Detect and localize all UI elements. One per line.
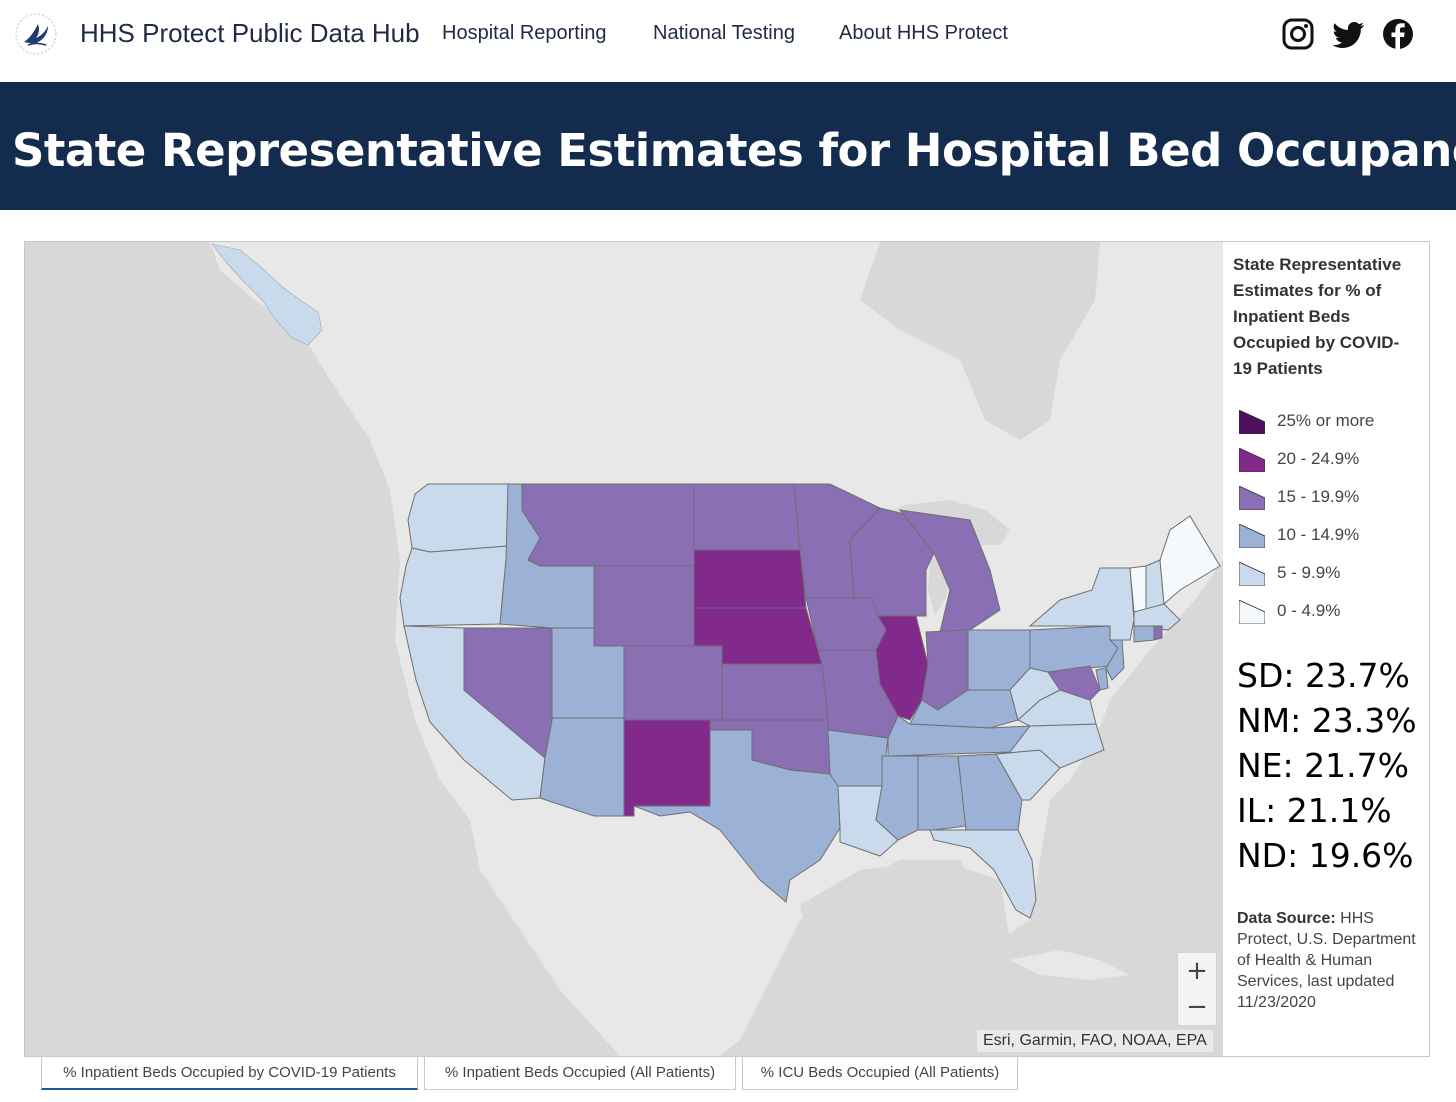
hhs-eagle-logo-icon[interactable] [14, 12, 58, 56]
legend-item: 20 - 24.9% [1239, 446, 1429, 474]
zoom-in-button[interactable]: + [1178, 953, 1216, 989]
legend-swatch [1239, 524, 1265, 548]
state-wa[interactable] [407, 483, 509, 553]
state-il[interactable] [875, 615, 929, 721]
state-de[interactable] [1095, 667, 1109, 691]
state-ct[interactable] [1133, 625, 1155, 643]
legend-item: 25% or more [1239, 408, 1429, 436]
state-tx[interactable] [633, 729, 841, 903]
state-sd[interactable] [693, 549, 807, 609]
legend-swatch [1239, 410, 1265, 434]
state-md[interactable] [1047, 665, 1101, 701]
highlight-stat: IL: 21.1% [1237, 791, 1392, 830]
state-fl[interactable] [929, 829, 1037, 919]
canada-islands [735, 352, 790, 420]
legend-label: 0 - 4.9% [1277, 601, 1341, 620]
twitter-icon[interactable] [1331, 17, 1365, 51]
state-ar[interactable] [827, 729, 889, 787]
state-ri[interactable] [1153, 625, 1163, 641]
nav-link-national-testing[interactable]: National Testing [653, 22, 795, 44]
legend-item: 15 - 19.9% [1239, 484, 1429, 512]
bc-coast [211, 243, 323, 346]
state-ma[interactable] [1133, 603, 1181, 631]
legend-item: 0 - 4.9% [1239, 598, 1429, 626]
hudson-bay [860, 242, 1100, 440]
choropleth-map[interactable] [25, 242, 1223, 1056]
state-al[interactable] [917, 755, 967, 831]
top-navigation: HHS Protect Public Data Hub Hospital Rep… [0, 0, 1456, 82]
legend-swatch [1239, 448, 1265, 472]
legend-label: 20 - 24.9% [1277, 449, 1360, 468]
legend-swatch [1239, 486, 1265, 510]
state-ia[interactable] [805, 597, 887, 651]
tab-covid-inpatient-beds[interactable]: % Inpatient Beds Occupied by COVID-19 Pa… [41, 1057, 418, 1090]
state-ks[interactable] [721, 663, 829, 721]
zoom-controls: + − [1177, 952, 1217, 1026]
nav-link-hospital-reporting[interactable]: Hospital Reporting [442, 22, 607, 44]
map-frame [24, 241, 1430, 1057]
zoom-out-button[interactable]: − [1178, 989, 1216, 1025]
highlight-stat: NE: 21.7% [1237, 746, 1409, 785]
us-states [399, 483, 1221, 919]
data-source-note: Data Source: HHS Protect, U.S. Departmen… [1237, 908, 1423, 1013]
brand-title[interactable]: HHS Protect Public Data Hub [80, 18, 420, 48]
data-source-text: HHS Protect, U.S. Department of Health &… [1237, 910, 1416, 1011]
state-wy[interactable] [593, 565, 695, 647]
highlight-stat: ND: 19.6% [1237, 836, 1414, 875]
legend-panel: State Representative Estimates for % of … [1223, 242, 1429, 1056]
state-tn[interactable] [887, 715, 1032, 757]
page-banner: State Representative Estimates for Hospi… [0, 82, 1456, 210]
map-attribution: Esri, Garmin, FAO, NOAA, EPA [977, 1030, 1213, 1052]
highlight-stat: NM: 23.3% [1237, 701, 1417, 740]
legend-item: 5 - 9.9% [1239, 560, 1429, 588]
legend-item: 10 - 14.9% [1239, 522, 1429, 550]
state-az[interactable] [539, 717, 625, 817]
facebook-icon[interactable] [1381, 17, 1415, 51]
highlight-stat: SD: 23.7% [1237, 656, 1410, 695]
state-pa[interactable] [1029, 625, 1119, 673]
legend-label: 15 - 19.9% [1277, 487, 1360, 506]
gulf-of-mexico [800, 860, 1010, 1010]
instagram-icon[interactable] [1281, 17, 1315, 51]
state-wi[interactable] [849, 507, 941, 617]
state-nm[interactable] [623, 719, 711, 817]
nav-link-about-hhs-protect[interactable]: About HHS Protect [839, 22, 1008, 44]
legend-swatch [1239, 600, 1265, 624]
tab-all-inpatient-beds[interactable]: % Inpatient Beds Occupied (All Patients) [424, 1057, 736, 1090]
state-co[interactable] [623, 645, 723, 721]
data-source-label: Data Source: [1237, 910, 1336, 927]
state-nd[interactable] [693, 483, 801, 551]
legend-label: 10 - 14.9% [1277, 525, 1360, 544]
state-or[interactable] [399, 545, 509, 627]
page-title: State Representative Estimates for Hospi… [12, 124, 1456, 177]
caribbean-land [1010, 950, 1130, 980]
tab-icu-beds[interactable]: % ICU Beds Occupied (All Patients) [742, 1057, 1018, 1090]
state-ga[interactable] [957, 753, 1023, 831]
legend-label: 5 - 9.9% [1277, 563, 1341, 582]
map-canvas[interactable] [25, 242, 1223, 1056]
state-mt[interactable] [521, 483, 695, 567]
legend-label: 25% or more [1277, 411, 1375, 430]
legend-title: State Representative Estimates for % of … [1233, 255, 1402, 378]
legend-swatch [1239, 562, 1265, 586]
